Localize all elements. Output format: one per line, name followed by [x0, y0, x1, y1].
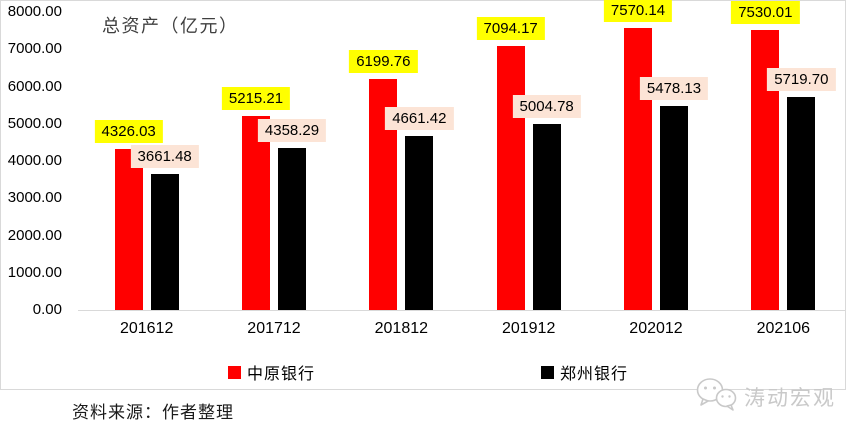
bar-zhengzhou-bank-201912	[532, 123, 561, 310]
bar-value-label-zhongyuan-bank-201812: 6199.76	[349, 50, 418, 74]
y-tick-label: 8000.00	[7, 3, 62, 20]
x-tick-label-201912: 201912	[501, 320, 556, 337]
plot-area: 4326.03 3661.48 5215.21 4358.29 6199.76 4661.…	[94, 0, 836, 310]
legend-swatch-zhengzhou-bank	[541, 365, 554, 379]
bar-zhongyuan-bank-201912	[496, 45, 525, 310]
source-note: 资料来源：作者整理	[72, 403, 234, 422]
wechat-chat-bubbles-icon	[695, 376, 739, 417]
y-tick-label: 1000.00	[7, 263, 62, 281]
bar-value-label-zhongyuan-bank-201912: 7094.17	[476, 16, 545, 40]
bar-zhengzhou-bank-202012	[660, 105, 688, 310]
bar-value-label-zhongyuan-bank-201712: 5215.21	[221, 86, 291, 110]
bar-zhengzhou-bank-201612	[150, 173, 179, 310]
bar-value-label-zhengzhou-bank-201712: 4358.29	[257, 118, 327, 142]
y-tick-label: 4000.00	[7, 152, 62, 169]
legend-label-zhongyuan-bank: 中原银行	[247, 366, 316, 383]
legend-label-zhengzhou-bank: 郑州银行	[560, 366, 629, 383]
y-tick-label: 2000.00	[7, 226, 62, 244]
x-axis-line	[78, 310, 846, 311]
bar-value-label-zhengzhou-bank-202106: 5719.70	[767, 67, 836, 91]
bar-value-label-zhengzhou-bank-201912: 5004.78	[512, 94, 581, 118]
y-tick-label: 6000.00	[7, 77, 62, 95]
y-tick-label: 3000.00	[7, 189, 62, 207]
bar-zhongyuan-bank-201712	[242, 115, 270, 310]
legend-item-zhongyuan-bank: 中原银行	[228, 363, 316, 383]
y-tick-label: 5000.00	[7, 114, 62, 132]
bar-zhongyuan-bank-201612	[114, 148, 143, 310]
bar-value-label-zhengzhou-bank-202012: 5478.13	[639, 76, 709, 100]
bar-value-label-zhengzhou-bank-201812: 4661.42	[385, 107, 454, 131]
watermark: 涛动宏观	[695, 376, 836, 417]
x-tick-label-202106: 202106	[756, 320, 811, 337]
bar-value-label-zhengzhou-bank-201612: 3661.48	[130, 144, 199, 168]
x-tick-label-201612: 201612	[119, 320, 174, 337]
bar-zhengzhou-bank-201712	[278, 147, 306, 310]
bar-value-label-zhongyuan-bank-202106: 7530.01	[731, 0, 800, 24]
x-tick-label-202012: 202012	[629, 320, 683, 337]
y-tick-label: 7000.00	[7, 40, 62, 58]
bar-zhengzhou-bank-202106	[787, 96, 816, 310]
bar-value-label-zhongyuan-bank-202012: 7570.14	[603, 0, 673, 23]
bar-zhongyuan-bank-202012	[624, 28, 652, 310]
bar-value-label-zhongyuan-bank-201612: 4326.03	[94, 119, 163, 143]
x-tick-label-201812: 201812	[374, 320, 429, 337]
x-tick-label-201712: 201712	[247, 320, 301, 337]
legend-swatch-zhongyuan-bank	[228, 365, 241, 379]
chart-title: 总资产（亿元）	[102, 16, 239, 36]
bar-zhengzhou-bank-201812	[405, 136, 434, 310]
y-axis: 0.00 1000.00 2000.00 3000.00 4000.00 5000.00 6…	[0, 0, 62, 390]
legend-item-zhengzhou-bank: 郑州银行	[541, 363, 629, 383]
watermark-text: 涛动宏观	[744, 385, 836, 410]
y-tick-label: 0.00	[32, 301, 62, 318]
